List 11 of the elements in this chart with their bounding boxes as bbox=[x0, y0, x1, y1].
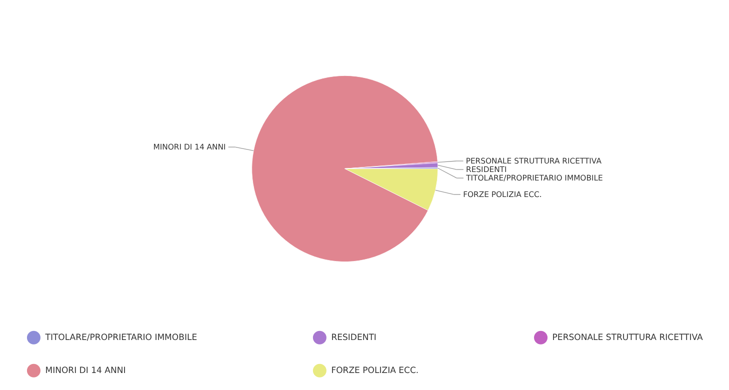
legend-label: RESIDENTI bbox=[331, 333, 376, 344]
slice-label: FORZE POLIZIA ECC. bbox=[463, 190, 542, 200]
slice-label: MINORI DI 14 ANNI bbox=[153, 142, 226, 152]
legend-label: TITOLARE/PROPRIETARIO IMMOBILE bbox=[44, 333, 198, 344]
slice-label: PERSONALE STRUTTURA RICETTIVA bbox=[466, 156, 602, 166]
slice-label: RESIDENTI bbox=[466, 165, 507, 174]
legend-label: PERSONALE STRUTTURA RICETTIVA bbox=[552, 333, 704, 344]
slice-label: TITOLARE/PROPRIETARIO IMMOBILE bbox=[465, 174, 604, 183]
legend-label: FORZE POLIZIA ECC. bbox=[331, 366, 419, 376]
pie-slice bbox=[252, 76, 438, 262]
legend-label: MINORI DI 14 ANNI bbox=[45, 366, 126, 376]
